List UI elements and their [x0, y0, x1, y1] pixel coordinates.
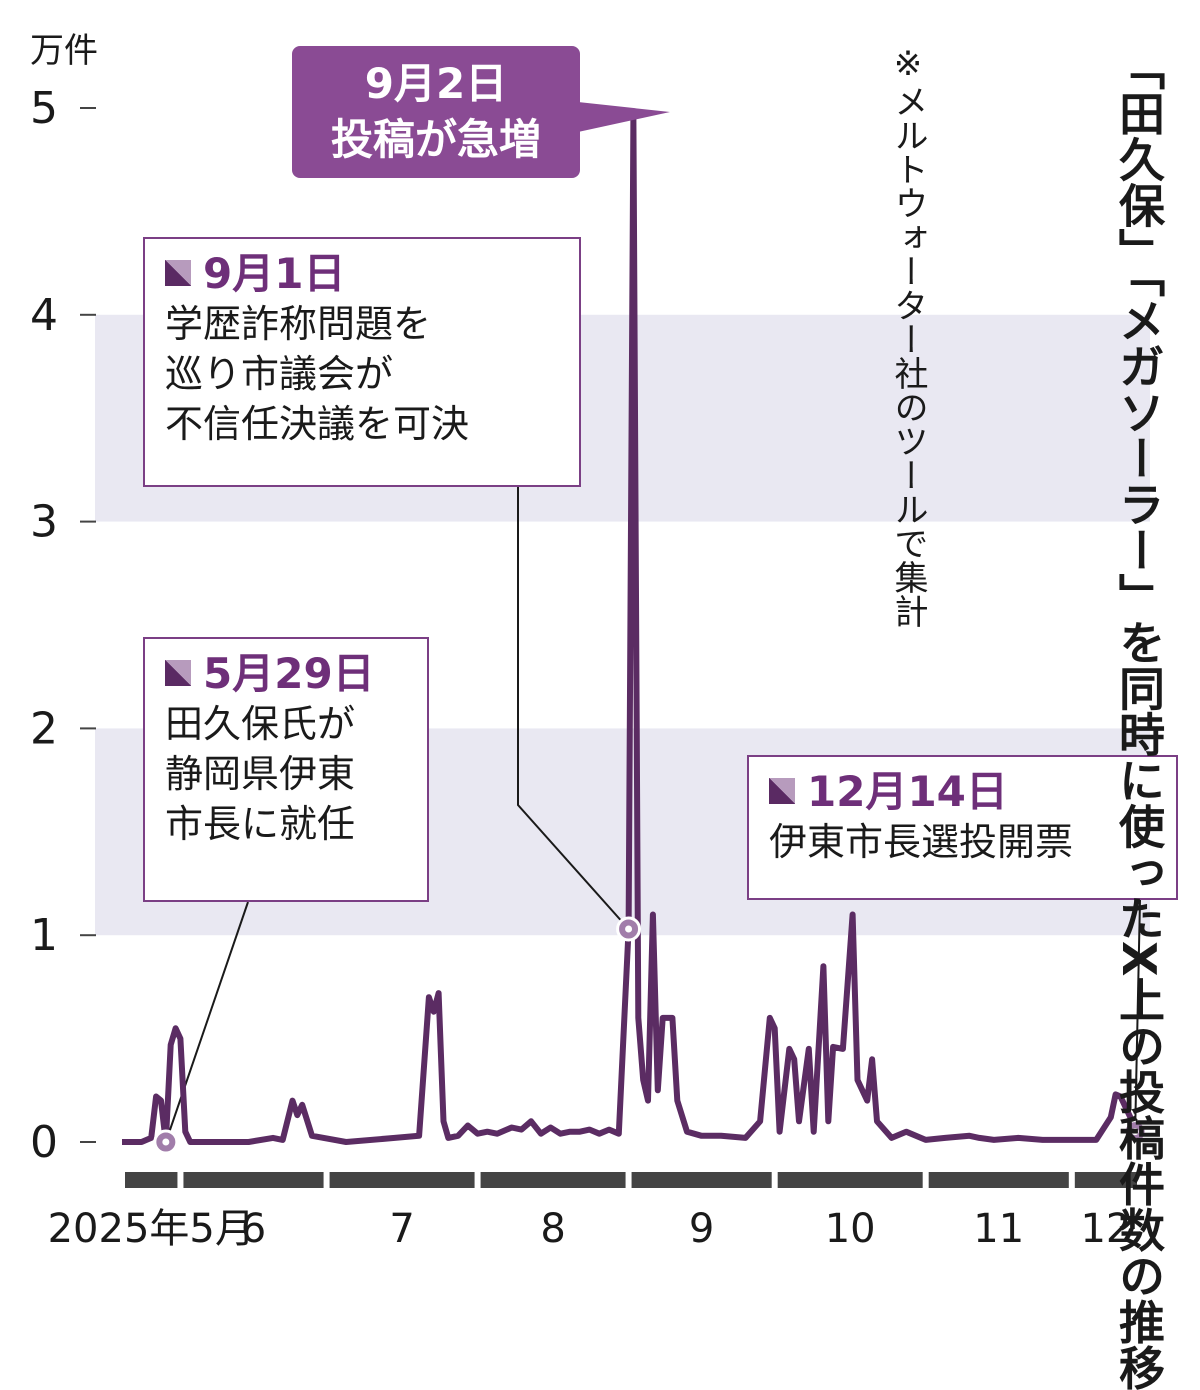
y-tick-label: 5 — [30, 83, 58, 134]
month-label: 11 — [973, 1206, 1024, 1252]
event-marker-dot — [625, 925, 633, 933]
month-label: 7 — [389, 1206, 414, 1252]
month-bar — [183, 1172, 324, 1188]
month-bar — [329, 1172, 475, 1188]
callout-sep2-text: 投稿が急増 — [330, 115, 541, 164]
month-label: 9 — [689, 1206, 714, 1252]
month-label: 8 — [540, 1206, 565, 1252]
month-bar — [480, 1172, 626, 1188]
month-bar — [125, 1172, 178, 1188]
y-tick-label: 3 — [30, 497, 58, 548]
y-tick-label: 1 — [30, 910, 58, 961]
callout-dec14: 12月14日 伊東市長選投開票 — [747, 755, 1178, 900]
series-line — [122, 115, 1138, 1145]
month-label: 6 — [241, 1206, 266, 1252]
leader-line — [517, 487, 630, 930]
callout-sep2: 9月2日 投稿が急増 — [292, 46, 580, 178]
month-bar — [928, 1172, 1069, 1188]
callout-sep1-date: 9月1日 — [165, 249, 563, 299]
event-markers — [153, 916, 1148, 1155]
month-bar — [631, 1172, 772, 1188]
y-tick-label: 0 — [30, 1117, 58, 1168]
callout-sep2-date: 9月2日 — [364, 59, 508, 108]
callout-may29-text: 田久保氏が 静岡県伊東 市長に就任 — [165, 702, 356, 846]
callout-sep2-pointer — [578, 102, 670, 132]
event-marker-dot — [162, 1138, 170, 1146]
y-axis-ticks: 0 1 2 3 4 5 — [30, 83, 96, 1168]
month-bar — [1074, 1172, 1137, 1188]
callout-dec14-date: 12月14日 — [769, 767, 1160, 817]
y-tick-label: 4 — [30, 290, 58, 341]
callout-sep1: 9月1日 学歴詐称問題を 巡り市議会が 不信任決議を可決 — [143, 237, 581, 487]
month-bar — [777, 1172, 923, 1188]
callout-sep1-text: 学歴詐称問題を 巡り市議会が 不信任決議を可決 — [165, 302, 470, 446]
square-marker-icon — [165, 660, 191, 686]
event-marker-dot — [1131, 1128, 1139, 1136]
y-axis-unit-label: 万件 — [30, 31, 98, 71]
leader-line — [1134, 899, 1141, 1132]
callout-may29: 5月29日 田久保氏が 静岡県伊東 市長に就任 — [143, 637, 429, 902]
leader-line — [164, 901, 249, 1143]
month-label: 12 — [1080, 1206, 1131, 1252]
chart-note: ※メルトウォーター社のツールで集計 — [888, 44, 928, 628]
chart-title: 「田久保」「メガソーラー」を同時に使ったX上の投稿件数の推移 — [1112, 44, 1166, 1390]
square-marker-icon — [769, 778, 795, 804]
month-label: 10 — [825, 1206, 876, 1252]
callout-dec14-text: 伊東市長選投開票 — [769, 820, 1074, 864]
callout-leader-lines — [164, 487, 1141, 1143]
callout-may29-date: 5月29日 — [165, 649, 411, 699]
month-label: 2025年5月 — [48, 1206, 255, 1252]
y-tick-label: 2 — [30, 703, 58, 754]
square-marker-icon — [165, 260, 191, 286]
